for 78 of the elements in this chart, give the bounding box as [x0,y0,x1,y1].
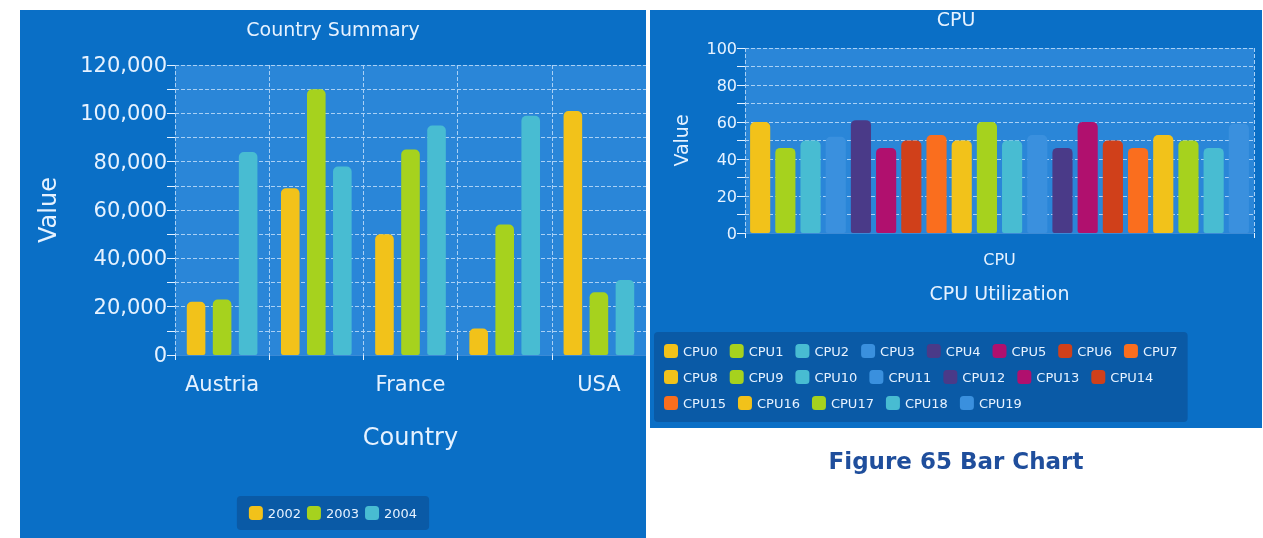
legend-label: CPU3 [880,343,915,359]
y-tick-label: 100,000 [80,101,167,126]
bar [976,122,997,233]
bar [212,299,232,355]
bar [1002,140,1023,233]
legend-label: CPU17 [830,395,874,411]
y-tick-label: 60,000 [93,198,167,222]
y-axis-title: Value [669,114,692,167]
legend-label: CPU7 [1142,343,1178,359]
legend-label: CPU6 [1077,343,1112,359]
bar [401,149,420,355]
bar [615,280,635,355]
bar [375,234,394,355]
legend-label: CPU19 [978,395,1022,411]
legend-label: CPU14 [1110,369,1154,385]
y-tick-label: 40 [716,149,737,169]
bar [307,89,326,355]
bar [1178,140,1199,233]
bar [333,166,352,355]
y-tick-label: 20 [716,186,737,206]
bar [1102,140,1123,233]
bar [850,120,872,233]
legend-label: CPU10 [814,369,858,385]
y-tick-label: 120,000 [80,53,167,77]
legend-label: CPU18 [904,395,948,411]
legend-label: CPU4 [945,343,981,359]
bar [1127,147,1149,233]
legend-label: 2004 [384,505,418,521]
x-tick-label: France [375,371,446,396]
y-tick-label: 100 [706,38,737,58]
bar [750,122,771,233]
bar [876,147,897,233]
x-axis-title: Country [362,423,459,451]
y-tick-label: 80,000 [93,149,167,174]
chart-title: CPU [936,7,976,30]
bar [1052,147,1073,233]
legend-label: CPU0 [683,343,718,359]
bar [951,140,972,233]
bar [926,134,947,233]
x-tick-label: USA [577,371,622,396]
legend-label: CPU11 [888,369,932,385]
legend-label: CPU15 [683,395,726,411]
x-axis-title: CPU Utilization [929,281,1070,304]
bar [280,188,300,355]
bar [521,115,541,355]
caption: Figure 65 Bar Chart [827,448,1085,474]
y-axis-title: Value [34,177,62,243]
y-tick-label: 0 [153,343,167,367]
legend-label: 2003 [325,505,360,521]
legend-label: CPU8 [683,369,718,385]
bar [427,125,446,355]
bar [775,147,796,233]
bar [589,292,609,355]
legend-label: CPU16 [756,395,800,411]
bar [238,152,258,355]
legend-label: 2002 [267,505,301,521]
bar [901,140,922,233]
legend-label: CPU1 [748,343,784,359]
bar [469,328,488,355]
legend-label: CPU12 [962,369,1006,385]
legend-label: CPU9 [748,369,784,385]
bar [800,140,821,233]
chart-title: Country Summary [246,17,420,40]
y-tick-label: 20,000 [93,294,167,319]
y-tick-label: 0 [726,223,737,243]
legend-label: CPU2 [814,343,850,359]
bar [1203,147,1224,233]
legend-label: CPU13 [1036,369,1080,385]
bar [495,224,514,355]
bar [1153,134,1174,233]
y-tick-label: 40,000 [93,246,167,271]
legend-label: CPU5 [1011,343,1047,359]
bar [186,301,206,355]
bar [1077,122,1098,233]
y-tick-label: 80 [716,75,737,95]
bar [563,110,583,355]
x-tick-label: Austria [185,371,260,396]
y-tick-label: 60 [716,112,737,132]
